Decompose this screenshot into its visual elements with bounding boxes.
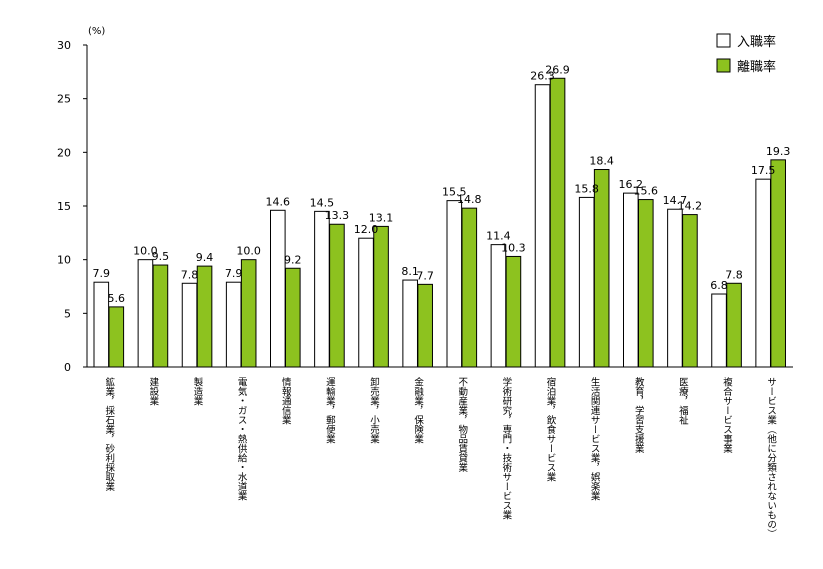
data-label: 14.2 (678, 200, 703, 213)
bar-nyushoku (711, 293, 727, 368)
data-label: 17.5 (751, 164, 776, 177)
data-labels: 7.9 10.0 7.8 7.9 14.6 14.5 12.0 8.1 15.5 11.4 26.3… (93, 63, 791, 305)
data-label: 10.3 (501, 241, 526, 254)
bar-rishoku (726, 282, 742, 368)
y-tick-label: 30 (57, 39, 71, 52)
data-label: 5.6 (108, 292, 126, 305)
data-label: 7.8 (725, 268, 743, 281)
data-label: 7.7 (416, 269, 434, 282)
data-label: 9.5 (152, 250, 170, 263)
category-label: 学術研究，専門・技術サービス業 (500, 376, 512, 520)
category-label: 製造業 (192, 376, 204, 406)
data-label: 16.2 (619, 178, 644, 191)
data-label: 10.0 (133, 245, 158, 258)
category-label: 建設業 (147, 376, 159, 406)
data-label: 9.2 (284, 253, 302, 266)
bar-nyushoku (181, 282, 198, 368)
y-tick-label: 5 (64, 307, 71, 320)
bar-rishoku (285, 267, 301, 368)
data-label: 14.5 (310, 196, 335, 209)
bar-rishoku (417, 283, 433, 368)
data-label: 18.4 (589, 155, 614, 168)
category-label: 運輸業，郵便業 (324, 377, 336, 444)
category-label: 複合サービス事業 (721, 376, 733, 454)
data-label: 13.3 (325, 209, 350, 222)
bar-nyushoku (755, 178, 771, 368)
bar-rishoku (461, 207, 478, 368)
bar-rishoku (329, 223, 345, 368)
bar-nyushoku (578, 196, 595, 368)
bar-rishoku (196, 265, 213, 368)
bar-rishoku (770, 159, 786, 368)
legend-swatch-rishoku (716, 58, 731, 73)
data-label: 14.7 (663, 194, 688, 207)
bar-nyushoku (667, 208, 683, 368)
data-label: 26.9 (545, 63, 570, 76)
category-label: 鉱業，採石業，砂利採取業 (103, 376, 115, 492)
data-label: 8.1 (401, 265, 419, 278)
legend-swatch-nyushoku (716, 33, 731, 48)
data-label: 9.4 (196, 251, 214, 264)
bar-rishoku (152, 264, 169, 368)
y-tick-label: 10 (57, 254, 71, 267)
data-label: 12.0 (354, 223, 379, 236)
y-tick-label: 25 (57, 93, 71, 106)
y-tick-label: 0 (64, 361, 71, 374)
category-label: 生活関連サービス業，娯楽業 (589, 376, 601, 501)
bars (93, 77, 786, 368)
data-label: 7.9 (93, 267, 111, 280)
bar-rishoku (373, 225, 389, 368)
bar-nyushoku (490, 244, 507, 368)
bar-nyushoku (314, 210, 330, 368)
bar-nyushoku (93, 281, 110, 368)
category-label: 情報通信業 (280, 376, 292, 425)
data-label: 10.0 (236, 245, 261, 258)
category-label: 教育，学習支援業 (633, 376, 645, 454)
bar-rishoku (505, 255, 522, 368)
bar-rishoku (682, 214, 698, 368)
data-label: 6.8 (710, 279, 728, 292)
category-label: 宿泊業，飲食サービス業 (545, 376, 557, 482)
bar-rishoku (549, 77, 566, 368)
category-label: サービス業（他に分類されないもの） (765, 377, 777, 539)
category-label: 不動産業，物品賃貸業 (456, 377, 468, 473)
data-label: 14.8 (457, 193, 482, 206)
legend-label-rishoku: 離職率 (737, 59, 776, 75)
category-labels: 鉱業，採石業，砂利採取業 建設業 製造業 電気・ガス・熱供給・水道業 情報通信業 運輸業，… (103, 376, 777, 538)
data-label: 13.1 (369, 211, 394, 224)
category-label: 医療，福祉 (677, 377, 689, 425)
bar-nyushoku (446, 200, 463, 368)
y-tick-label: 15 (57, 200, 71, 213)
y-tick-label: 20 (57, 146, 71, 159)
bar-nyushoku (225, 281, 242, 368)
data-label: 19.3 (766, 145, 791, 158)
legend-label-nyushoku: 入職率 (737, 34, 776, 50)
category-label: 卸売業，小売業 (368, 376, 380, 444)
category-label: 電気・ガス・熱供給・水道業 (236, 377, 248, 501)
category-label: 金融業，保険業 (412, 376, 424, 444)
bar-rishoku (108, 306, 125, 368)
data-label: 7.9 (225, 267, 243, 280)
bar-nyushoku (358, 237, 374, 368)
data-label: 15.5 (442, 186, 467, 199)
data-label: 15.8 (574, 182, 599, 195)
bar-nyushoku (270, 209, 286, 368)
data-label: 15.6 (634, 185, 659, 198)
bar-rishoku (240, 259, 257, 368)
bar-nyushoku (534, 84, 551, 368)
bar-nyushoku (137, 259, 154, 368)
data-label: 26.3 (530, 70, 555, 83)
data-label: 11.4 (486, 230, 511, 243)
data-label: 14.6 (266, 195, 291, 208)
y-axis-unit-label: (%) (88, 26, 105, 37)
bar-nyushoku (623, 192, 639, 368)
bar-rishoku (638, 199, 654, 368)
bar-rishoku (593, 169, 610, 368)
data-label: 7.8 (181, 268, 199, 281)
bar-nyushoku (402, 279, 418, 368)
